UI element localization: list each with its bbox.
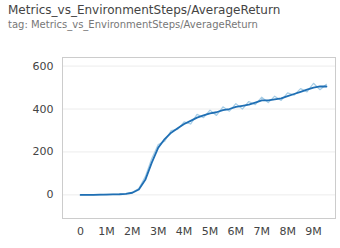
svg-text:8M: 8M (279, 225, 296, 238)
svg-text:1M: 1M (98, 225, 115, 238)
html-text:tag: Metrics_vs_EnvironmentSte: tag: Metrics_vs_EnvironmentSteps/Average… (8, 19, 258, 30)
svg-text:5M: 5M (202, 225, 219, 238)
svg-text:9M: 9M (305, 225, 322, 238)
svg-text:600: 600 (33, 60, 54, 73)
svg-text:200: 200 (33, 145, 54, 158)
svg-text:0: 0 (47, 188, 54, 201)
svg-text:6M: 6M (228, 225, 245, 238)
svg-text:2M: 2M (124, 225, 141, 238)
svg-text:7M: 7M (254, 225, 271, 238)
svg-text:3M: 3M (150, 225, 167, 238)
svg-text:0: 0 (77, 225, 84, 238)
html-text:Metrics_vs_EnvironmentSteps/Av: Metrics_vs_EnvironmentSteps/AverageRetur… (8, 3, 281, 17)
svg-text:400: 400 (33, 103, 54, 116)
svg-text:4M: 4M (176, 225, 193, 238)
